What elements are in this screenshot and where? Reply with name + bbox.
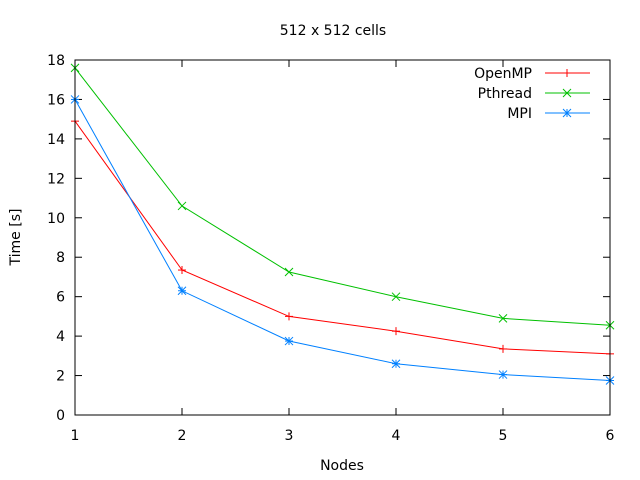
x-tick-label: 3 — [285, 428, 294, 444]
y-tick-label: 10 — [47, 211, 65, 227]
legend: OpenMP Pthread MPI — [474, 66, 590, 122]
y-axis-label: Time [s] — [8, 209, 24, 267]
chart-title: 512 x 512 cells — [280, 23, 386, 39]
data-point-openmp — [285, 312, 293, 321]
data-point-openmp — [392, 327, 400, 336]
series-line-pthread — [74, 67, 611, 326]
x-axis-label: Nodes — [320, 458, 364, 474]
x-tick-label: 2 — [178, 428, 187, 444]
y-tick-label: 6 — [56, 290, 65, 306]
data-point-pthread — [177, 201, 187, 211]
y-tick-label: 2 — [56, 369, 65, 385]
y-tick-label: 0 — [56, 408, 65, 424]
series-line-mpi — [74, 99, 611, 381]
legend-label-pthread: Pthread — [478, 86, 532, 102]
series-line-openmp — [74, 120, 611, 355]
data-point-mpi — [177, 286, 187, 296]
data-point-pthread — [498, 314, 508, 323]
x-tick-label: 5 — [499, 428, 508, 444]
legend-label-mpi: MPI — [507, 106, 532, 122]
y-tick-label: 4 — [56, 329, 65, 345]
data-point-openmp — [499, 344, 507, 353]
data-point-mpi — [284, 336, 294, 346]
data-point-mpi — [498, 370, 508, 379]
x-tick-label: 4 — [392, 428, 401, 444]
y-tick-label: 18 — [47, 53, 65, 69]
y-tick-label: 16 — [47, 92, 65, 108]
plot-frame — [74, 59, 611, 416]
legend-marker-mpi — [562, 108, 572, 118]
data-point-mpi — [391, 359, 401, 369]
y-tick-label: 8 — [56, 250, 65, 266]
data-point-pthread — [284, 267, 294, 277]
legend-label-openmp: OpenMP — [474, 66, 532, 82]
x-tick-label: 1 — [71, 428, 80, 444]
data-point-pthread — [391, 292, 401, 302]
legend-marker-openmp — [563, 69, 571, 77]
series-layer — [70, 63, 615, 385]
y-tick-label: 14 — [47, 132, 65, 148]
x-tick-label: 6 — [606, 428, 615, 444]
legend-marker-pthread — [562, 88, 572, 98]
y-tick-label: 12 — [47, 171, 65, 187]
data-point-openmp — [178, 266, 186, 275]
